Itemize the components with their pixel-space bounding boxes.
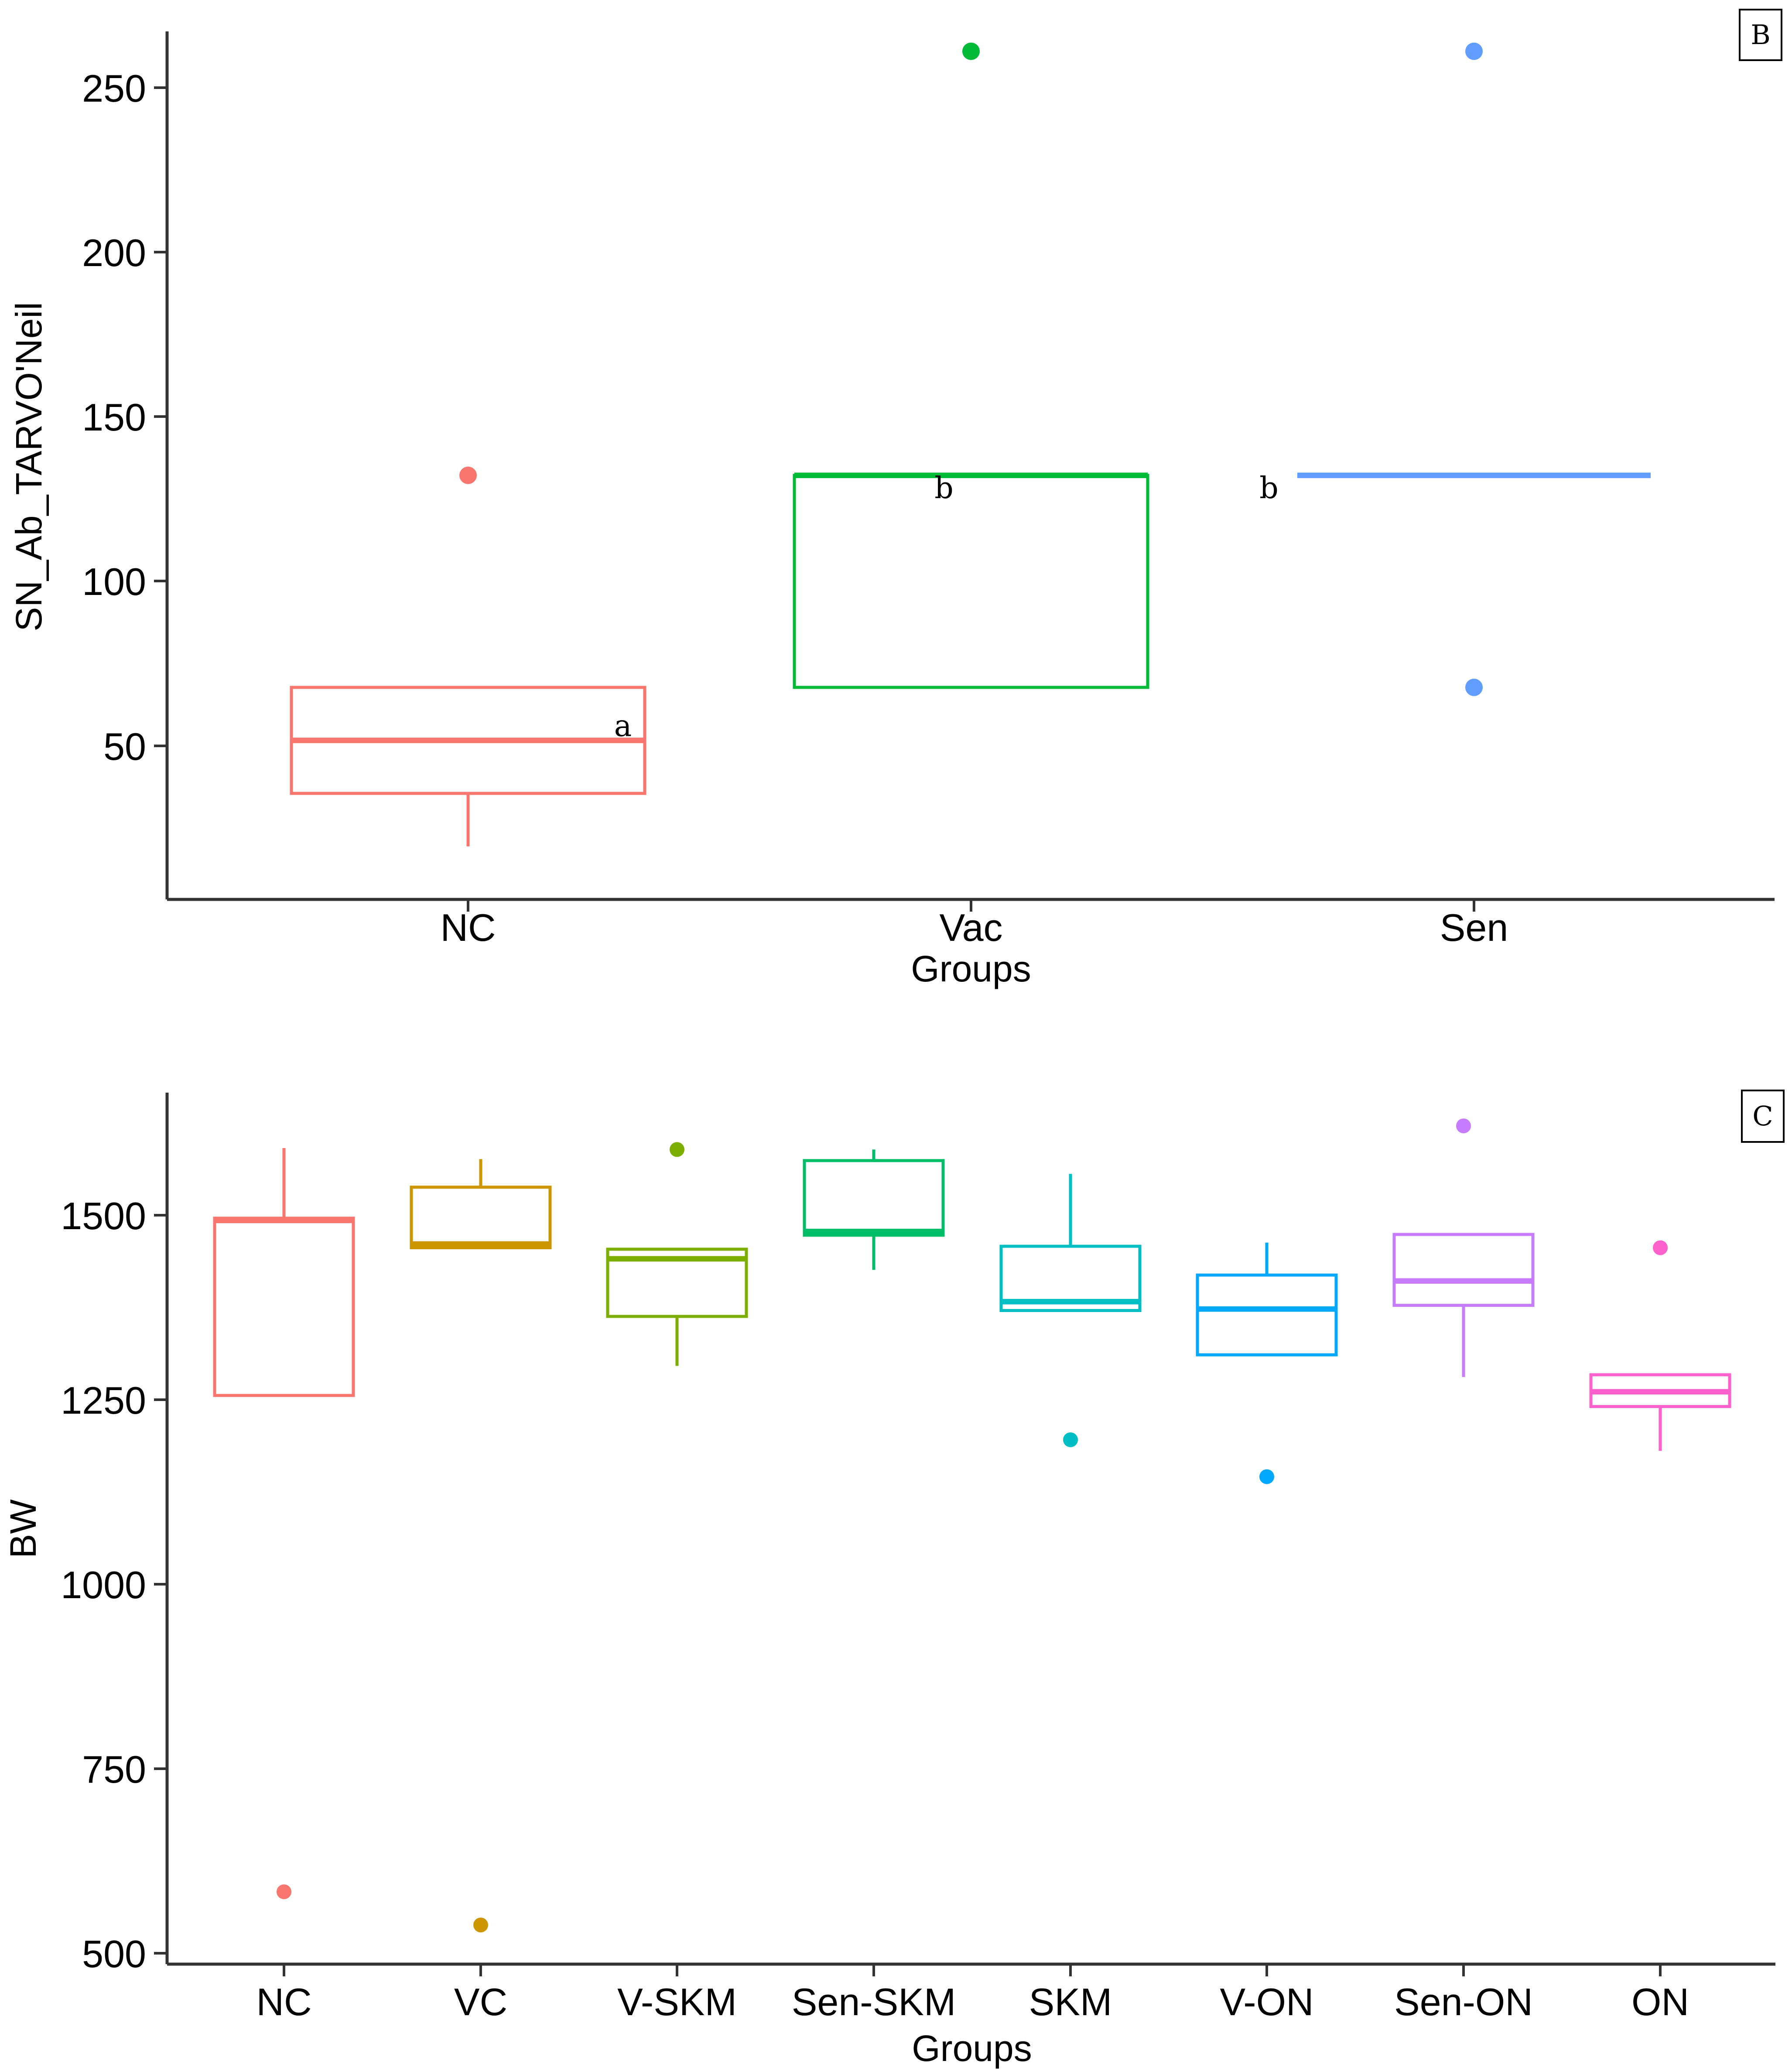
outlier-point [1063,1432,1078,1447]
outlier-point [1465,42,1483,60]
outlier-point [1465,678,1483,696]
y-tick-label: 500 [82,1932,146,1975]
x-tick-label: V-ON [1220,1980,1313,2023]
box-iqr [803,1159,945,1237]
box-iqr [410,1186,552,1250]
panel-c-x-ticks: NC VC V-SKM Sen-SKM SKM V-ON Sen-ON ON [256,1964,1689,2023]
outlier-point [277,1884,291,1900]
x-axis-title: Groups [912,2028,1032,2069]
x-tick-label: VC [454,1980,507,2023]
x-tick-label: Sen-SKM [792,1980,956,2023]
box-iqr [793,474,1149,689]
y-tick-label: 1250 [61,1379,146,1422]
panel-tag: B [1751,19,1771,51]
panel-b-x-ticks: NC Vac Sen [440,899,1508,949]
y-tick-label: 1500 [61,1194,146,1237]
x-tick-label: Sen-ON [1394,1980,1533,2023]
box-iqr [1392,1233,1535,1307]
significance-letter: a [614,709,632,743]
box-iqr [606,1247,748,1318]
outlier-point [1456,1118,1471,1134]
x-tick-label: NC [256,1980,311,2023]
significance-letter: b [1259,471,1279,506]
outlier-point [1653,1240,1668,1255]
significance-letter: b [934,471,954,506]
outlier-point [670,1142,684,1157]
y-tick-label: 150 [82,396,146,439]
box-iqr [1196,1273,1338,1357]
y-tick-label: 50 [103,725,146,768]
panel-tag: C [1752,1100,1773,1132]
y-axis-title: BW [3,1499,44,1558]
y-tick-label: 1000 [61,1563,146,1606]
outlier-point [962,42,980,60]
panel-b-y-ticks: 50 100 150 200 250 [82,67,167,768]
outlier-point [473,1917,488,1933]
x-tick-label: NC [440,906,496,949]
x-axis-title: Groups [911,948,1031,989]
box-iqr [213,1217,355,1397]
y-tick-label: 250 [82,67,146,110]
panel-b-marks: a b b [290,42,1651,847]
panel-c-y-ticks: 500 750 1000 1250 1500 [61,1194,167,1975]
y-axis-title: SN_Ab_TARVO'Neil [8,302,49,631]
outlier-point [459,466,477,484]
panel-tag-box [1741,1090,1785,1143]
outlier-point [1259,1469,1274,1484]
panel-tag-box [1739,9,1782,61]
x-tick-label: V-SKM [617,1980,737,2023]
x-tick-label: Sen [1440,906,1508,949]
x-tick-label: ON [1631,1980,1689,2023]
x-tick-label: SKM [1029,1980,1112,2023]
panel-c-marks [213,1118,1731,1933]
chart-panel-c: 500 750 1000 1250 1500 NC VC V-SKM Sen-S… [3,1090,1785,2069]
chart-panel-b: a b b 50 100 150 200 250 NC Vac Sen Groups… [8,9,1782,989]
y-tick-label: 200 [82,231,146,274]
y-tick-label: 100 [82,560,146,603]
box-iqr [999,1244,1142,1312]
x-tick-label: Vac [939,906,1002,949]
y-tick-label: 750 [82,1748,146,1791]
